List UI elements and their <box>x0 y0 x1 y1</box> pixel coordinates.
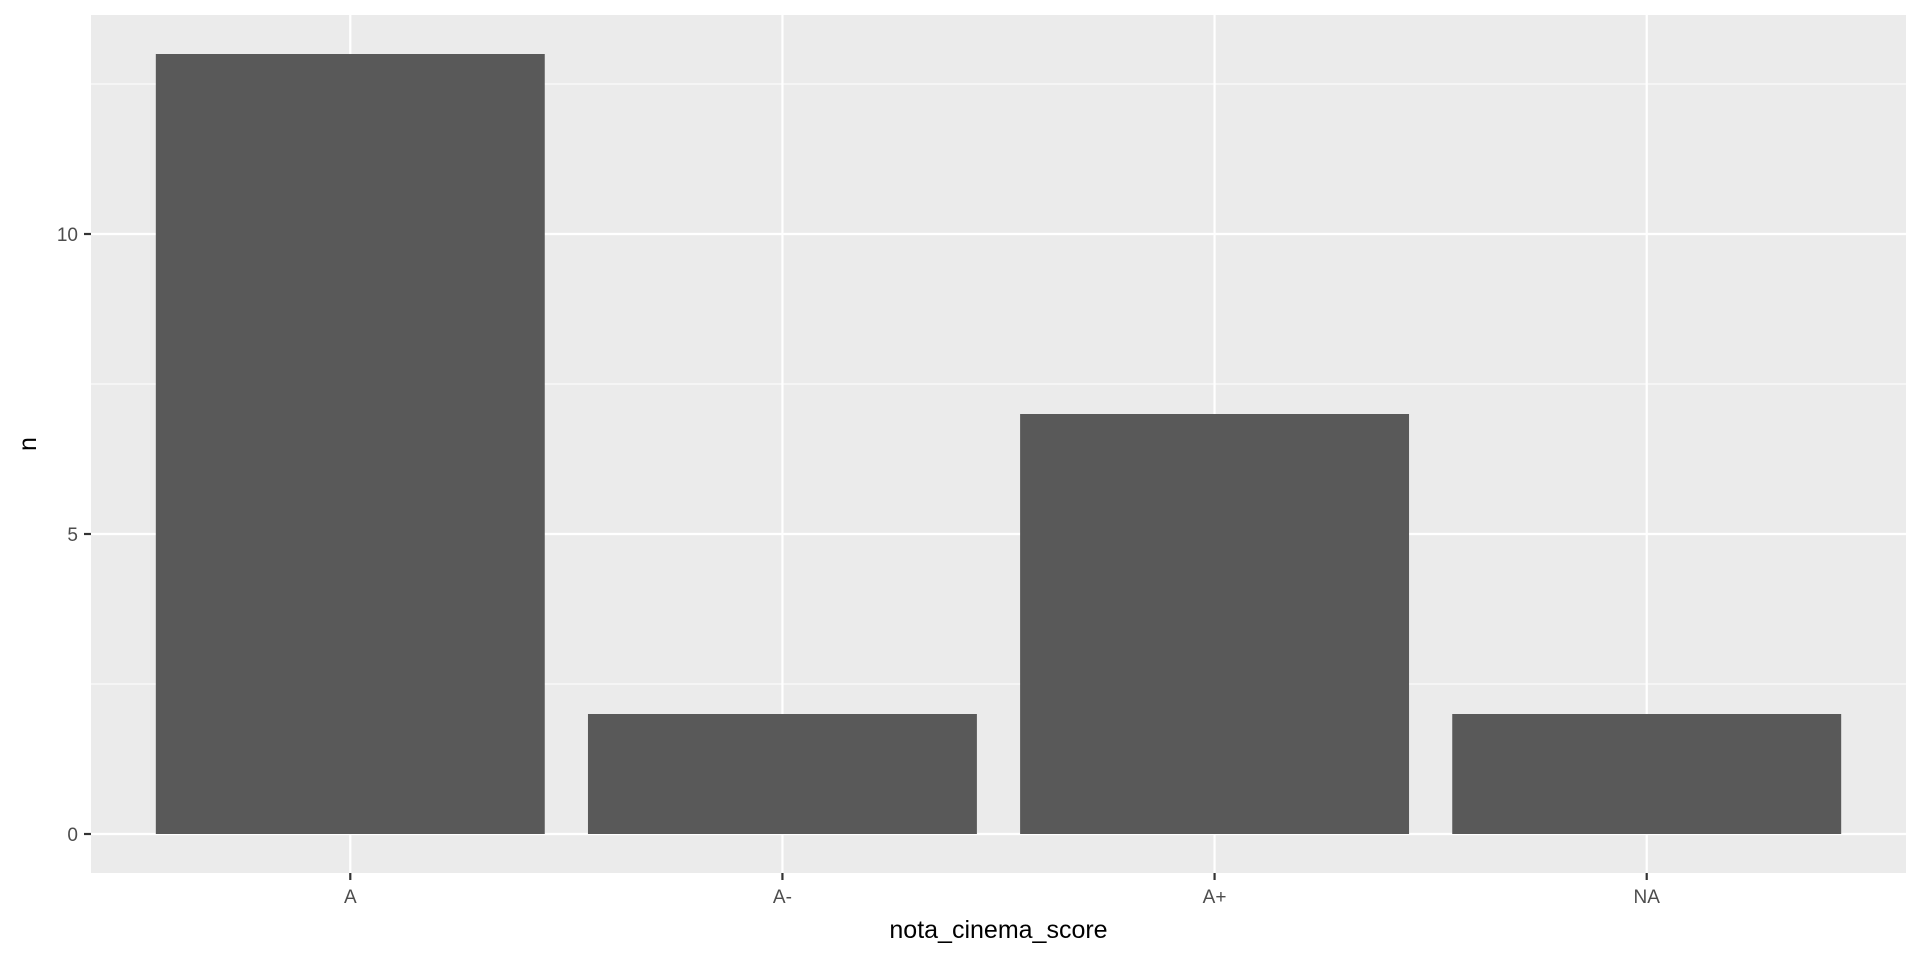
bar-A <box>155 54 545 834</box>
x-axis: A A- A+ NA <box>344 873 1660 908</box>
y-tick-label: 5 <box>67 525 78 546</box>
y-tick-label: 10 <box>57 225 78 246</box>
bar-A- <box>587 714 977 834</box>
bars <box>155 54 1842 834</box>
y-axis: 0 5 10 <box>57 225 91 846</box>
x-tick-label: A- <box>773 887 792 908</box>
x-tick-label: A <box>344 887 357 908</box>
x-tick-label: A+ <box>1203 887 1227 908</box>
bar-A+ <box>1020 414 1410 834</box>
y-axis-title: n <box>14 437 42 451</box>
x-tick-label: NA <box>1634 887 1661 908</box>
x-axis-title: nota_cinema_score <box>889 916 1107 944</box>
bar-NA <box>1452 714 1842 834</box>
y-tick-label: 0 <box>67 825 78 846</box>
